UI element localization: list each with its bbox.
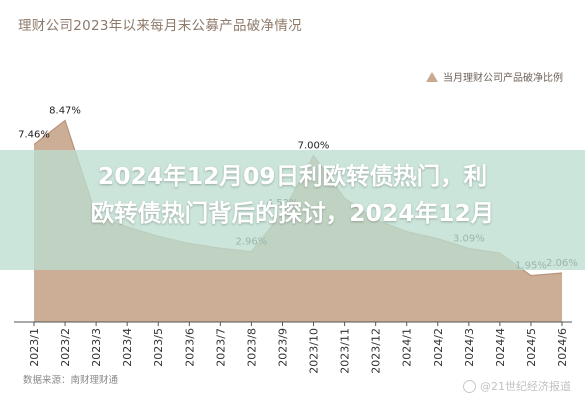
data-label: 8.47% (49, 106, 81, 117)
title-band (0, 0, 585, 48)
x-tick-label: 2023/10 (308, 328, 321, 374)
x-tick-label: 2023/11 (339, 328, 352, 374)
data-source: 数据来源：南财理财通 (23, 375, 119, 386)
x-tick-label: 2023/6 (183, 328, 196, 367)
x-tick-label: 2023/1 (28, 328, 41, 367)
x-tick-label: 2024/3 (463, 328, 476, 367)
data-label: 7.00% (298, 140, 330, 151)
watermark: @21世纪经济报道 (463, 378, 571, 394)
legend: 当月理财公司产品破净比例 (426, 69, 563, 84)
x-tick-label: 2024/6 (556, 328, 569, 367)
legend-triangle-icon (426, 71, 438, 82)
x-tick-label: 2024/4 (494, 328, 507, 367)
x-tick-label: 2023/3 (90, 328, 103, 367)
x-tick-label: 2023/9 (276, 328, 289, 367)
x-tick-label: 2023/8 (245, 328, 258, 367)
chart-title: 理财公司2023年以来每月末公募产品破净情况 (18, 18, 302, 34)
x-tick-label: 2023/4 (121, 328, 134, 367)
x-tick-label: 2023/12 (370, 328, 383, 374)
headline-line-2: 欧转债热门背后的探讨，2024年12月 (90, 199, 495, 227)
x-tick-label: 2023/2 (59, 328, 72, 367)
headline: 2024年12月09日利欧转债热门，利 欧转债热门背后的探讨，2024年12月 (0, 158, 585, 232)
x-tick-label: 2024/5 (525, 328, 538, 367)
headline-overlay-band (0, 150, 585, 270)
legend-label: 当月理财公司产品破净比例 (443, 73, 563, 84)
x-tick-label: 2023/7 (214, 328, 227, 367)
data-label: 7.46% (18, 130, 50, 141)
x-tick-label: 2024/1 (401, 328, 414, 367)
watermark-logo-icon (463, 379, 476, 393)
x-tick-label: 2024/2 (432, 328, 445, 367)
watermark-text: @21世纪经济报道 (480, 380, 571, 393)
headline-line-1: 2024年12月09日利欧转债热门，利 (97, 162, 488, 190)
x-tick-label: 2023/5 (152, 328, 165, 367)
